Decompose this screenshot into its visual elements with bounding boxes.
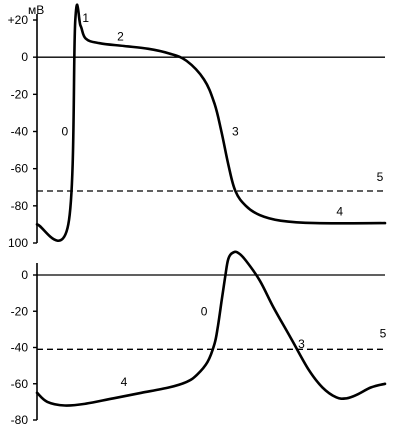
y-unit-label: мВ <box>28 3 44 17</box>
chart-panel-1: +20 0 -20 -40 -60 -80 100 мВ 5 0 1 2 3 4 <box>8 3 387 250</box>
potential-curve <box>35 250 387 407</box>
phase-label-1: 1 <box>82 11 89 25</box>
y-tick-label: 0 <box>21 50 28 64</box>
y-tick-label: -60 <box>11 377 29 391</box>
phase-label-4: 4 <box>121 375 128 389</box>
y-tick-label: -20 <box>11 304 29 318</box>
chart-panel-2: 0 -20 -40 -60 -80 5 0 3 4 <box>11 250 387 427</box>
y-tick-label: +20 <box>8 13 29 27</box>
y-tick-label: -40 <box>11 341 29 355</box>
phase-label-2: 2 <box>117 30 124 44</box>
phase-label-3: 3 <box>232 125 239 139</box>
potential-curve <box>35 3 387 242</box>
threshold-label: 5 <box>380 326 387 340</box>
phase-label-0: 0 <box>201 304 208 318</box>
phase-label-0: 0 <box>61 125 68 139</box>
y-tick-label: -60 <box>11 162 29 176</box>
y-tick-label: -20 <box>11 87 29 101</box>
threshold-label: 5 <box>377 170 384 184</box>
y-tick-label: 0 <box>21 268 28 282</box>
phase-label-4: 4 <box>336 204 343 218</box>
y-tick-label: 100 <box>8 236 28 250</box>
phase-label-3: 3 <box>298 337 305 351</box>
y-tick-label: -80 <box>11 413 29 427</box>
y-tick-label: -40 <box>11 125 29 139</box>
y-tick-label: -80 <box>11 199 29 213</box>
